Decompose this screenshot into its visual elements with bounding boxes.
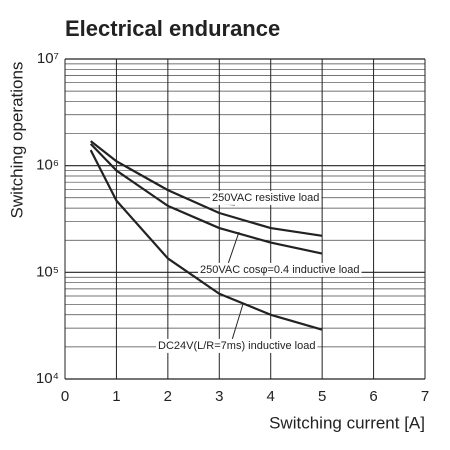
x-tick-label: 6 [369,388,377,405]
series-label: 250VAC resistive load [212,192,319,204]
series-label: 250VAC cosφ=0.4 inductive load [200,264,360,276]
data-line [89,143,323,255]
leader-line [231,303,244,341]
x-tick-label: 2 [164,388,172,405]
x-tick-label: 3 [215,388,223,405]
chart-title: Electrical endurance [65,16,280,41]
x-tick-label: 0 [61,388,69,405]
y-tick-label: 10⁷ [37,50,59,67]
x-tick-label: 1 [112,388,120,405]
data-line [89,149,323,331]
y-tick-label: 10⁵ [36,263,59,280]
x-axis-label: Switching current [A] [269,413,425,432]
y-tick-label: 10⁴ [36,370,59,387]
x-tick-label: 7 [421,388,429,405]
leader-line [227,231,240,265]
x-tick-label: 5 [318,388,326,405]
x-tick-label: 4 [267,388,275,405]
series-label: DC24V(L/R=7ms) inductive load [158,340,315,352]
label-background [198,262,362,277]
y-axis-label: Switching operations [7,62,26,219]
label-background [156,338,318,353]
data-line [90,140,323,237]
y-tick-label: 10⁶ [36,157,59,174]
label-background [210,190,322,205]
